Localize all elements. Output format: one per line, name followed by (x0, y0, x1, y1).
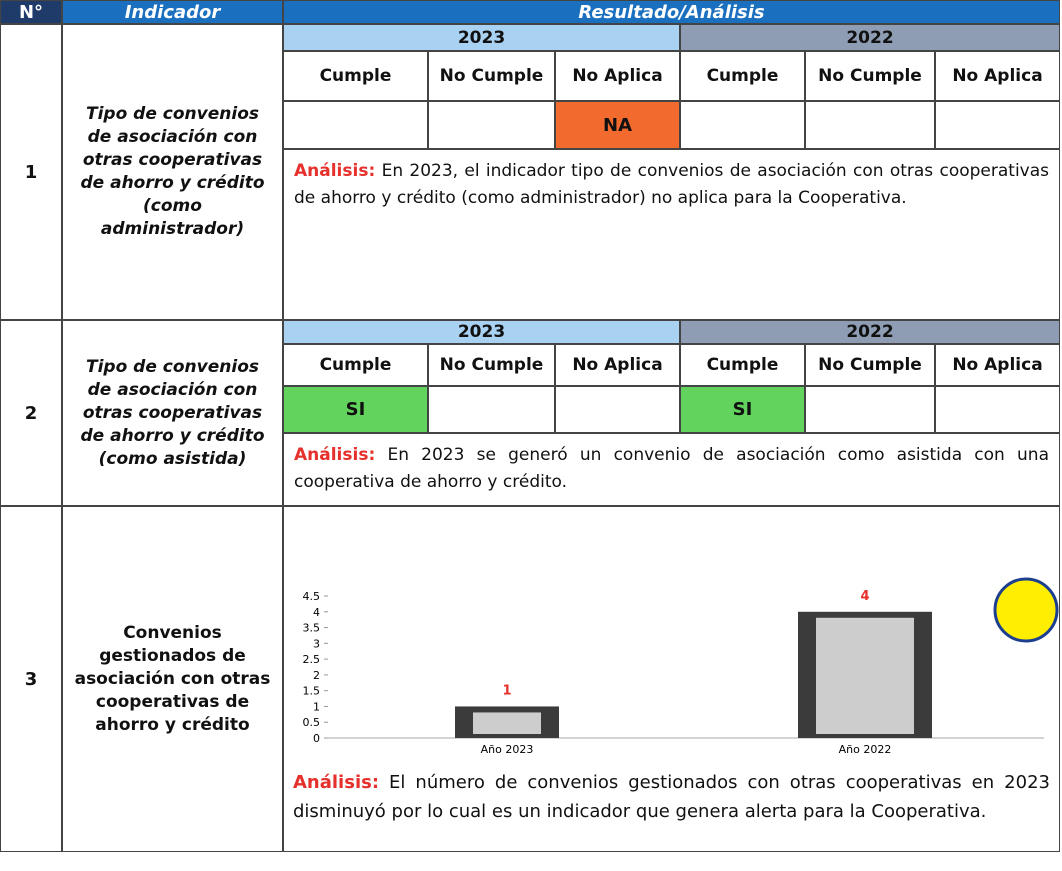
year-header: 2023 (283, 320, 680, 344)
status-cell (680, 101, 805, 149)
analysis-label: Análisis: (293, 772, 380, 793)
column-header: No Cumple (805, 51, 935, 101)
x-tick-label: Año 2023 (481, 743, 534, 756)
status-cell (805, 386, 935, 433)
column-header: No Aplica (935, 51, 1060, 101)
status-cell (935, 386, 1060, 433)
analysis-body: En 2023, el indicador tipo de convenios … (294, 161, 1050, 208)
analysis-text: Análisis: En 2023, el indicador tipo de … (294, 158, 1049, 212)
status-cell (935, 101, 1060, 149)
indicator: Tipo de convenios de asociación con otra… (62, 320, 283, 506)
bar-image (473, 712, 541, 734)
status-cell (805, 101, 935, 149)
header-cell: Indicador (62, 0, 283, 24)
row-number: 1 (0, 24, 62, 320)
row-number: 2 (0, 320, 62, 506)
year-header: 2023 (283, 24, 680, 51)
x-tick-label: Año 2022 (839, 743, 892, 756)
indicator: Convenios gestionados de asociación con … (62, 506, 283, 852)
status-cell (428, 101, 555, 149)
y-tick-label: 2.5 (303, 653, 321, 666)
y-tick-label: 4.5 (303, 590, 321, 603)
analysis-text: Análisis: El número de convenios gestion… (293, 768, 1050, 826)
y-tick-label: 1.5 (303, 685, 321, 698)
status-cell: NA (555, 101, 680, 149)
status-cell (283, 101, 428, 149)
data-label: 1 (502, 683, 511, 698)
analysis: Análisis: En 2023 se generó un convenio … (283, 433, 1060, 506)
column-header: No Aplica (935, 344, 1060, 386)
column-header: Cumple (680, 344, 805, 386)
column-header: No Cumple (428, 51, 555, 101)
status-cell: SI (283, 386, 428, 433)
column-header: No Cumple (805, 344, 935, 386)
year-header: 2022 (680, 320, 1060, 344)
column-header: No Aplica (555, 51, 680, 101)
header-cell: Resultado/Análisis (283, 0, 1060, 24)
analysis-text: Análisis: En 2023 se generó un convenio … (294, 442, 1049, 496)
column-header: Cumple (680, 51, 805, 101)
y-tick-label: 3 (313, 637, 320, 650)
y-tick-label: 1 (313, 700, 320, 713)
status-cell: SI (680, 386, 805, 433)
column-header: Cumple (283, 344, 428, 386)
column-header: Cumple (283, 51, 428, 101)
data-label: 4 (860, 589, 869, 604)
alert-light (993, 577, 1059, 643)
indicator: Tipo de convenios de asociación con otra… (62, 24, 283, 320)
analysis-body: En 2023 se generó un convenio de asociac… (294, 445, 1049, 492)
analysis-body: El número de convenios gestionados con o… (293, 772, 1050, 822)
column-header: No Cumple (428, 344, 555, 386)
analysis: Análisis: El número de convenios gestion… (283, 768, 1060, 852)
y-tick-label: 2 (313, 669, 320, 682)
chart: 0 0.5 1 1.5 2 2.5 3 3.5 4 4.5 Año 2023 1 Año 2022 4 (303, 577, 1059, 756)
row-number: 3 (0, 506, 62, 852)
analysis-label: Análisis: (294, 445, 376, 465)
y-tick-label: 0 (313, 732, 320, 745)
year-header: 2022 (680, 24, 1060, 51)
analysis: Análisis: En 2023, el indicador tipo de … (283, 149, 1060, 320)
y-tick-label: 4 (313, 606, 320, 619)
status-cell (555, 386, 680, 433)
y-tick-label: 3.5 (303, 622, 321, 635)
column-header: No Aplica (555, 344, 680, 386)
status-cell (428, 386, 555, 433)
y-tick-label: 0.5 (303, 716, 321, 729)
header-cell: N° (0, 0, 62, 24)
bar-image (816, 617, 914, 734)
analysis-label: Análisis: (294, 161, 376, 181)
result-area (283, 506, 1060, 852)
